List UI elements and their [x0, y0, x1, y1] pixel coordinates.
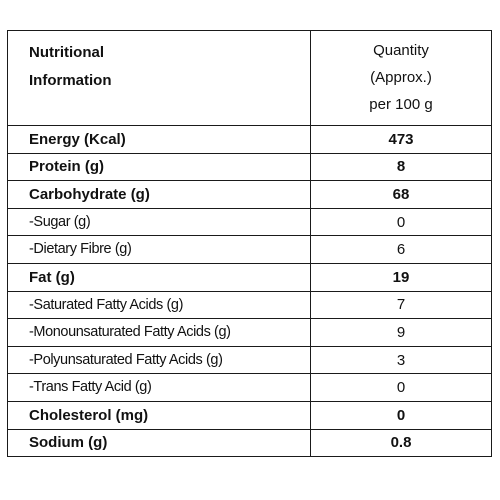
table-row: -Trans Fatty Acid (g) 0 — [8, 374, 492, 402]
nutrient-value: 8 — [311, 153, 492, 181]
table-row: Protein (g) 8 — [8, 153, 492, 181]
nutrient-value: 9 — [311, 319, 492, 347]
nutrient-value: 0 — [311, 208, 492, 236]
nutrient-rows: Energy (Kcal) 473 Protein (g) 8 Carbohydrate… — [8, 126, 492, 457]
table-row: Energy (Kcal) 473 — [8, 126, 492, 154]
nutrient-label: -Monounsaturated Fatty Acids (g) — [8, 319, 311, 347]
nutrient-value: 0 — [311, 374, 492, 402]
nutrient-label: -Sugar (g) — [8, 208, 311, 236]
nutrient-label: Energy (Kcal) — [8, 126, 311, 154]
nutrient-label: Sodium (g) — [8, 429, 311, 457]
header-label-line2: Information — [29, 67, 310, 95]
nutrient-label: Cholesterol (mg) — [8, 401, 311, 429]
nutrient-label: -Polyunsaturated Fatty Acids (g) — [8, 346, 311, 374]
nutrient-label: Fat (g) — [8, 263, 311, 291]
header-qty-line3: per 100 g — [311, 91, 491, 118]
nutrient-value: 6 — [311, 236, 492, 264]
nutrient-label: -Dietary Fibre (g) — [8, 236, 311, 264]
nutrient-label: -Saturated Fatty Acids (g) — [8, 291, 311, 319]
table-row: Cholesterol (mg) 0 — [8, 401, 492, 429]
nutrient-value: 7 — [311, 291, 492, 319]
nutrition-table-container: Nutritional Information Quantity (Approx… — [7, 30, 491, 457]
table-row: -Saturated Fatty Acids (g) 7 — [8, 291, 492, 319]
nutrition-table: Nutritional Information Quantity (Approx… — [7, 30, 492, 457]
table-row: -Monounsaturated Fatty Acids (g) 9 — [8, 319, 492, 347]
header-quantity-cell: Quantity (Approx.) per 100 g — [311, 31, 492, 126]
table-row: Carbohydrate (g) 68 — [8, 181, 492, 209]
nutrient-value: 19 — [311, 263, 492, 291]
nutrient-value: 68 — [311, 181, 492, 209]
nutrient-label: Carbohydrate (g) — [8, 181, 311, 209]
nutrient-value: 3 — [311, 346, 492, 374]
header-qty-line2: (Approx.) — [311, 64, 491, 91]
nutrient-value: 473 — [311, 126, 492, 154]
header-label-line1: Nutritional — [29, 39, 310, 67]
nutrient-label: Protein (g) — [8, 153, 311, 181]
nutrient-value: 0.8 — [311, 429, 492, 457]
nutrient-value: 0 — [311, 401, 492, 429]
header-qty-line1: Quantity — [311, 37, 491, 64]
table-row: Sodium (g) 0.8 — [8, 429, 492, 457]
table-row: -Dietary Fibre (g) 6 — [8, 236, 492, 264]
table-row: Fat (g) 19 — [8, 263, 492, 291]
header-label-cell: Nutritional Information — [8, 31, 311, 126]
nutrient-label: -Trans Fatty Acid (g) — [8, 374, 311, 402]
table-row: -Sugar (g) 0 — [8, 208, 492, 236]
header-row: Nutritional Information Quantity (Approx… — [8, 31, 492, 126]
table-row: -Polyunsaturated Fatty Acids (g) 3 — [8, 346, 492, 374]
